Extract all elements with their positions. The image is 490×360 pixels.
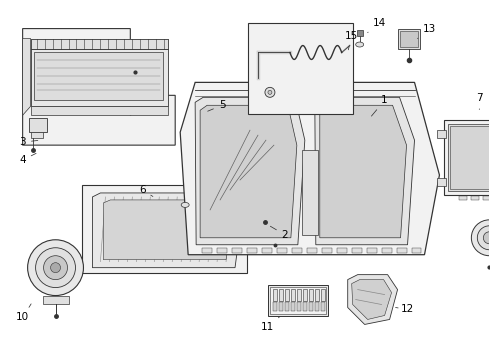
Bar	[30, 39, 168, 49]
Bar	[471, 196, 479, 200]
Polygon shape	[30, 106, 168, 115]
Text: 13: 13	[417, 24, 436, 39]
Bar	[297, 302, 301, 311]
Text: 9: 9	[0, 359, 1, 360]
Bar	[315, 302, 319, 311]
Polygon shape	[23, 39, 30, 115]
Bar	[397, 28, 419, 49]
Bar	[291, 302, 295, 311]
Polygon shape	[103, 200, 232, 260]
Bar	[307, 248, 317, 253]
Bar	[444, 120, 490, 195]
Text: 8: 8	[0, 359, 1, 360]
Bar	[382, 248, 392, 253]
Bar	[262, 248, 272, 253]
Bar	[217, 248, 227, 253]
Bar	[279, 289, 283, 301]
Text: 12: 12	[395, 305, 414, 315]
Bar	[399, 31, 417, 46]
Bar	[438, 178, 446, 186]
Circle shape	[268, 90, 272, 94]
Circle shape	[265, 87, 275, 97]
Text: 2: 2	[270, 226, 288, 240]
Text: 14: 14	[368, 18, 386, 32]
Bar	[322, 248, 332, 253]
Bar	[450, 126, 490, 189]
Bar	[285, 289, 289, 301]
Polygon shape	[93, 193, 242, 268]
Bar	[309, 302, 313, 311]
Bar	[248, 23, 353, 114]
Bar	[438, 130, 446, 138]
Circle shape	[483, 232, 490, 244]
Bar	[337, 248, 347, 253]
Bar	[30, 132, 43, 138]
Circle shape	[27, 240, 83, 296]
Polygon shape	[348, 275, 397, 324]
Bar	[483, 196, 490, 200]
Bar	[303, 302, 307, 311]
Polygon shape	[180, 82, 440, 255]
Text: 15: 15	[345, 31, 358, 50]
Bar	[202, 248, 212, 253]
Bar	[448, 124, 490, 191]
Bar	[302, 150, 318, 235]
Bar	[232, 248, 242, 253]
Circle shape	[36, 248, 75, 288]
Polygon shape	[352, 280, 392, 319]
Bar	[412, 248, 421, 253]
Ellipse shape	[181, 202, 189, 207]
Bar	[268, 285, 328, 316]
Polygon shape	[200, 105, 297, 238]
Bar	[285, 302, 289, 311]
Bar	[396, 248, 407, 253]
Polygon shape	[195, 97, 305, 245]
Polygon shape	[320, 105, 407, 238]
Text: 10: 10	[16, 304, 31, 323]
Polygon shape	[23, 28, 175, 145]
Bar	[30, 39, 168, 106]
Bar	[321, 302, 325, 311]
Bar	[273, 302, 277, 311]
Bar	[303, 289, 307, 301]
Polygon shape	[315, 97, 415, 245]
Circle shape	[44, 256, 68, 280]
Text: 5: 5	[208, 100, 225, 111]
Bar	[321, 289, 325, 301]
Text: 1: 1	[371, 95, 388, 116]
Bar	[279, 302, 283, 311]
Text: 4: 4	[19, 153, 36, 165]
Bar	[43, 296, 69, 303]
Bar	[297, 289, 301, 301]
Text: 11: 11	[261, 316, 280, 332]
Bar	[28, 118, 47, 132]
Text: 6: 6	[139, 185, 153, 197]
Bar	[292, 248, 302, 253]
Bar	[315, 289, 319, 301]
Bar	[291, 289, 295, 301]
Bar	[352, 248, 362, 253]
Bar	[277, 248, 287, 253]
Bar	[34, 53, 163, 100]
Bar	[367, 248, 377, 253]
Circle shape	[50, 263, 61, 273]
Bar	[270, 287, 326, 315]
Bar	[273, 289, 277, 301]
Bar	[309, 289, 313, 301]
Text: 7: 7	[476, 93, 483, 109]
Circle shape	[471, 220, 490, 256]
Bar	[247, 248, 257, 253]
Ellipse shape	[356, 42, 364, 47]
Bar	[460, 196, 467, 200]
Circle shape	[477, 226, 490, 250]
Text: 3: 3	[19, 137, 38, 147]
Bar	[82, 185, 247, 273]
